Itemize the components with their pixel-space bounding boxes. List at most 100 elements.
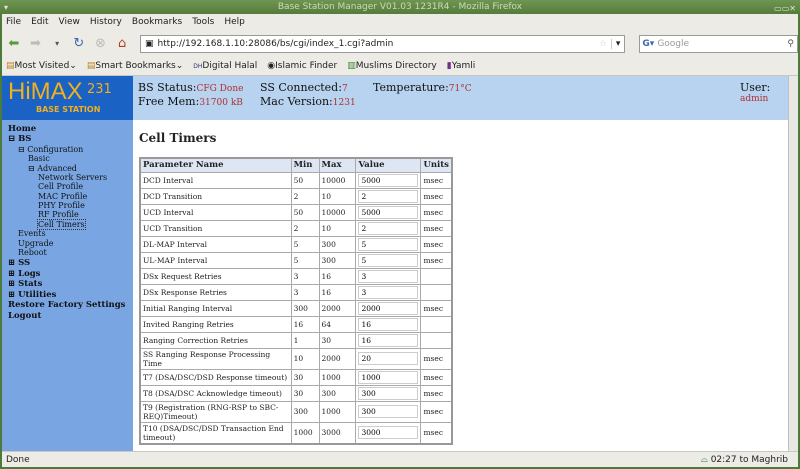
islamic-finder-icon: ◉ <box>267 61 276 71</box>
search-icon[interactable]: ⚲ <box>787 38 795 49</box>
sidebar-item-stats[interactable]: ⊞ Stats <box>8 279 43 289</box>
stop-icon[interactable]: ⊗ <box>95 36 106 51</box>
value-input[interactable] <box>358 205 419 219</box>
reload-icon[interactable]: ↻ <box>73 36 85 51</box>
sidebar-item-advanced[interactable]: ⊟ Advanced <box>28 164 77 173</box>
value-input[interactable] <box>358 237 419 251</box>
window-menu-icon[interactable]: ▾ <box>4 3 9 12</box>
menu-help[interactable]: Help <box>224 17 245 27</box>
history-dropdown-icon[interactable]: ▾ <box>55 39 60 48</box>
sidebar-item-reboot[interactable]: Reboot <box>18 248 47 257</box>
sidebar-item-rf-profile[interactable]: RF Profile <box>38 210 79 219</box>
sidebar-item-network-servers[interactable]: Network Servers <box>38 173 108 182</box>
value-input[interactable] <box>358 269 419 283</box>
sidebar-item-events[interactable]: Events <box>18 229 46 238</box>
max-value: 30 <box>318 331 357 349</box>
value-input[interactable] <box>358 426 419 439</box>
units: msec <box>420 171 453 189</box>
bookmark-digital-halal[interactable]: DHDigital Halal <box>193 61 258 71</box>
value-input[interactable] <box>358 405 419 418</box>
value-input[interactable] <box>358 253 419 267</box>
units: msec <box>420 235 453 253</box>
menu-bookmarks[interactable]: Bookmarks <box>131 17 183 27</box>
min-value: 300 <box>290 400 320 423</box>
home-icon[interactable]: ⌂ <box>117 36 127 51</box>
sidebar-item-configuration[interactable]: ⊟ Configuration <box>18 145 84 154</box>
units: msec <box>420 219 453 237</box>
max-value: 16 <box>318 267 357 285</box>
sidebar-item-cell-profile[interactable]: Cell Profile <box>38 182 84 191</box>
sidebar-item-home[interactable]: Home <box>8 124 37 134</box>
url-text[interactable]: http://192.168.1.10:28086/bs/cgi/index_1… <box>157 38 394 49</box>
bookmark-star-icon[interactable]: ☆ <box>598 38 607 49</box>
menu-history[interactable]: History <box>89 17 122 27</box>
sidebar-item-bs[interactable]: ⊟ BS <box>8 134 32 144</box>
bookmark-smart-bookmarks[interactable]: ▤Smart Bookmarks⌄ <box>86 61 184 71</box>
value-input[interactable] <box>358 317 419 331</box>
url-dropdown-icon[interactable]: ▾ <box>610 38 625 49</box>
menu-view[interactable]: View <box>58 17 80 27</box>
bs-status: BS Status:CFG Done <box>138 81 244 94</box>
menu-file[interactable]: File <box>6 17 22 27</box>
sidebar-item-mac-profile[interactable]: MAC Profile <box>38 192 88 201</box>
forward-icon[interactable]: ➡ <box>30 36 41 51</box>
menu-edit[interactable]: Edit <box>31 17 49 27</box>
logo-model: 231 <box>87 82 112 97</box>
value-input[interactable] <box>358 352 419 365</box>
status-text: Done <box>6 455 30 465</box>
vertical-scrollbar[interactable] <box>788 76 798 451</box>
sidebar-item-restore-factory[interactable]: Restore Factory Settings <box>8 300 126 310</box>
value-input[interactable] <box>358 301 419 315</box>
search-box[interactable]: G▾ Google ⚲ <box>639 34 799 53</box>
units: msec <box>420 251 453 269</box>
value-input[interactable] <box>358 370 419 384</box>
sidebar-item-ss[interactable]: ⊞ SS <box>8 258 31 268</box>
value-input[interactable] <box>358 333 419 347</box>
value-input[interactable] <box>358 221 419 235</box>
sidebar-item-utilities[interactable]: ⊞ Utilities <box>8 290 57 300</box>
value-input[interactable] <box>358 386 419 400</box>
max-value: 1000 <box>318 368 357 386</box>
sidebar-item-basic[interactable]: Basic <box>28 154 50 163</box>
max-value: 300 <box>318 235 357 253</box>
units <box>420 267 453 285</box>
sidebar-item-cell-timers[interactable]: Cell Timers <box>37 219 86 230</box>
sidebar-item-logs[interactable]: ⊞ Logs <box>8 269 41 279</box>
menu-tools[interactable]: Tools <box>192 17 215 27</box>
sidebar-item-phy-profile[interactable]: PHY Profile <box>38 201 85 210</box>
units <box>420 283 453 301</box>
google-engine-icon[interactable]: G▾ <box>642 38 655 49</box>
bookmark-muslims-directory[interactable]: ▥Muslims Directory <box>347 61 437 71</box>
status-bar: Done ⌓ 02:27 to Maghrib <box>2 451 798 467</box>
site-identity-icon[interactable]: ▣ <box>144 38 154 49</box>
column-header: Parameter Name <box>139 157 292 173</box>
window-titlebar: ▾ Base Station Manager V01.03 1231R4 - M… <box>0 0 800 14</box>
url-bar[interactable]: ▣ http://192.168.1.10:28086/bs/cgi/index… <box>139 34 626 53</box>
max-value: 10 <box>318 219 357 237</box>
value-input[interactable] <box>358 285 419 299</box>
sidebar-item-logout[interactable]: Logout <box>8 311 42 321</box>
bookmark-islamic-finder[interactable]: ◉Islamic Finder <box>267 61 338 71</box>
units: msec <box>420 384 453 402</box>
value-input[interactable] <box>358 173 419 187</box>
units <box>420 331 453 349</box>
parameter-name: Initial Ranging Interval <box>139 299 292 317</box>
temperature: Temperature:71°C <box>373 81 472 94</box>
bookmark-most-visited[interactable]: ▤Most Visited⌄ <box>6 61 77 71</box>
value-input[interactable] <box>358 189 419 203</box>
status-header: HiMAX 231 BASE STATION BS Status:CFG Don… <box>2 76 788 120</box>
min-value: 10 <box>290 347 320 370</box>
parameter-name: DL-MAP Interval <box>139 235 292 253</box>
back-icon[interactable]: ⬅ <box>8 36 20 51</box>
sidebar-item-upgrade[interactable]: Upgrade <box>18 239 54 248</box>
main-content: Cell Timers Parameter Name Min Max Value Uni… <box>133 120 788 451</box>
units <box>420 315 453 333</box>
bookmark-yamli[interactable]: ▮Yamli <box>446 61 476 71</box>
search-input[interactable]: Google <box>657 38 690 49</box>
value-cell <box>355 384 422 402</box>
parameter-name: DSx Response Retries <box>139 283 292 301</box>
window-controls[interactable]: ▭▭✕ <box>774 4 796 13</box>
